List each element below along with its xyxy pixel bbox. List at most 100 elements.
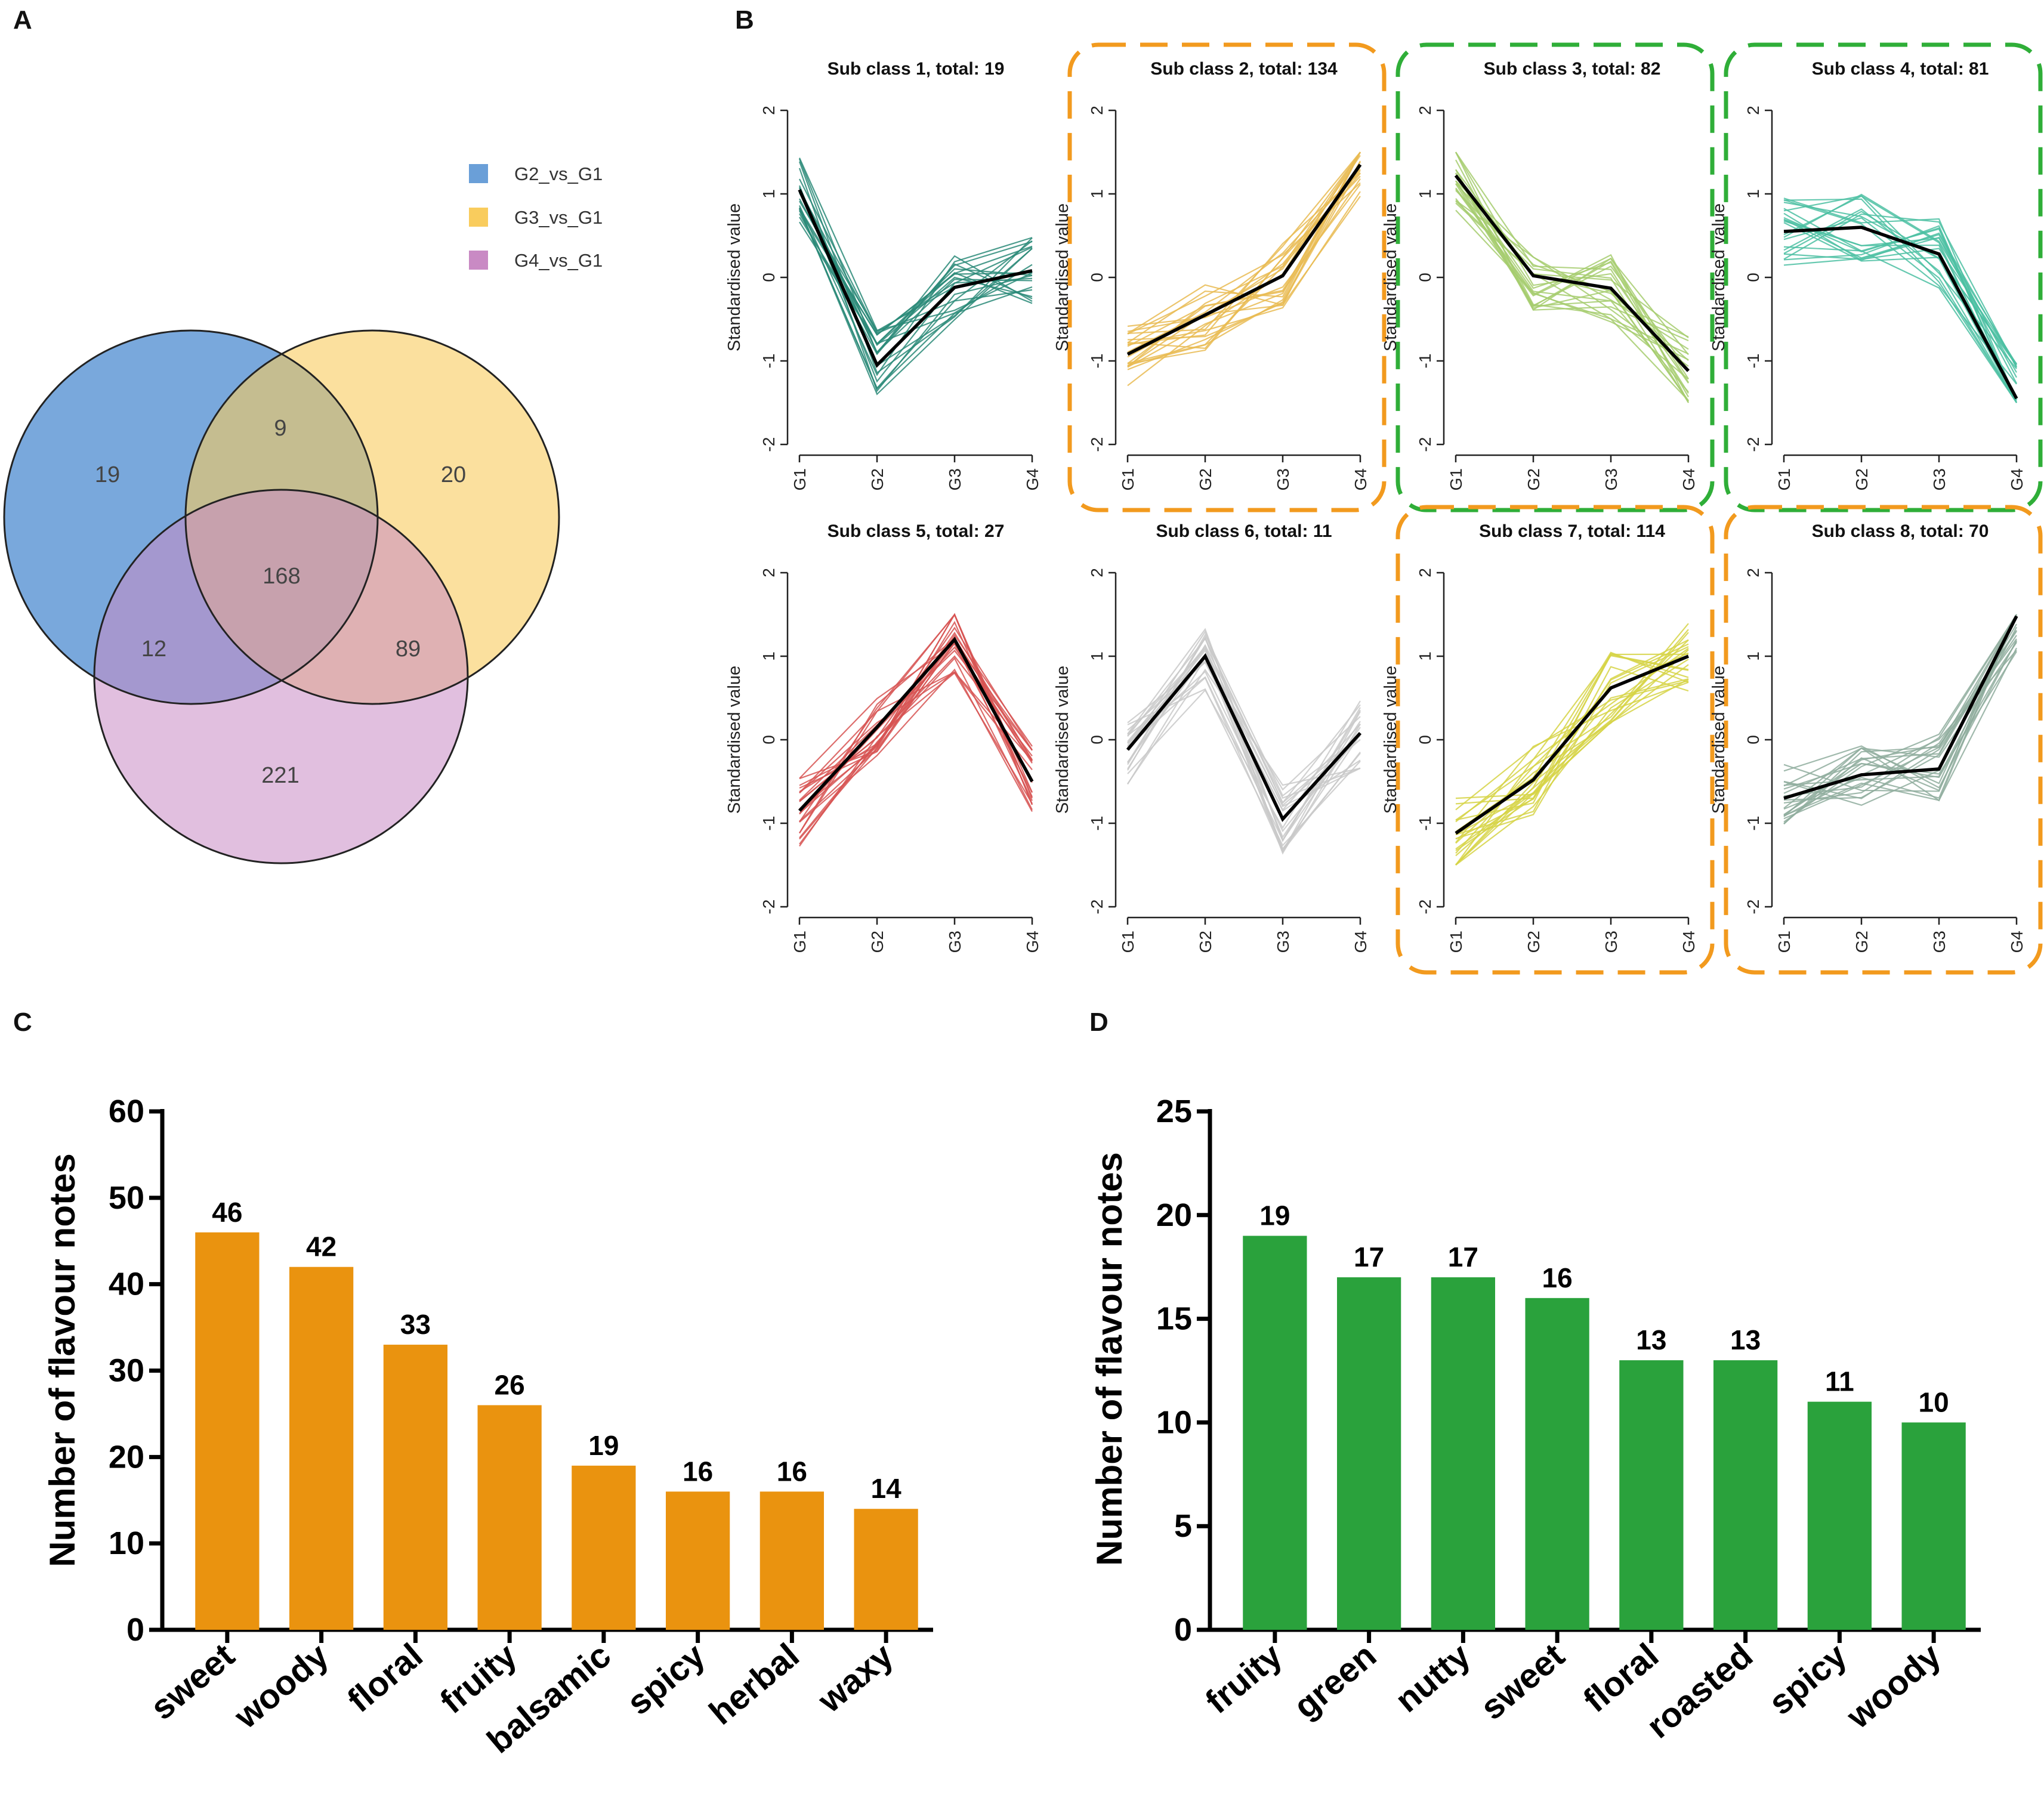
member-line bbox=[1783, 642, 2017, 787]
y-tick-label: -2 bbox=[1744, 900, 1762, 915]
x-tick-label: G1 bbox=[1119, 468, 1137, 490]
member-line bbox=[1783, 614, 2018, 809]
subplot-6: Sub class 6, total: 11 2 1 0 -1 -2 G1 G2 G3 G4 Sta… bbox=[1053, 521, 1370, 953]
member-line bbox=[1455, 172, 1689, 402]
x-tick-label: sweet bbox=[143, 1636, 242, 1727]
member-line bbox=[799, 672, 1033, 847]
member-line bbox=[1455, 678, 1689, 850]
x-tick-label: G4 bbox=[1679, 931, 1698, 953]
member-line bbox=[799, 637, 1033, 834]
x-tick-label: herbal bbox=[702, 1636, 807, 1732]
mean-line bbox=[798, 189, 1033, 368]
venn-outline-g4 bbox=[93, 489, 469, 864]
legend-label-g3-vs-g1: G3_vs_G1 bbox=[514, 207, 603, 228]
y-tick-label: 20 bbox=[1156, 1197, 1192, 1233]
x-tick-label: roasted bbox=[1639, 1636, 1760, 1746]
member-line bbox=[1783, 647, 2017, 817]
y-tick-label: -2 bbox=[1088, 900, 1106, 915]
subplot-1: Sub class 1, total: 19 2 1 0 -1 -2 G1 G2 G3 G4 Sta… bbox=[725, 59, 1042, 490]
member-line bbox=[1783, 202, 2017, 403]
y-tick-label: -2 bbox=[1744, 437, 1762, 452]
data-label: 26 bbox=[495, 1369, 525, 1400]
y-tick-label: -1 bbox=[1416, 354, 1434, 369]
data-label: 19 bbox=[588, 1430, 619, 1461]
y-tick-label: -1 bbox=[1088, 816, 1106, 831]
highlight-box bbox=[1067, 42, 1387, 512]
member-line bbox=[1455, 173, 1689, 371]
y-tick-label: 0 bbox=[1416, 273, 1434, 282]
venn-region-g2-only: 19 bbox=[95, 462, 120, 487]
y-tick-label: -1 bbox=[1744, 816, 1762, 831]
bar-chart-c: Number of flavour notes 0 10 20 30 40 50 60 46 s… bbox=[42, 1094, 933, 1761]
y-tick-label: 1 bbox=[1744, 189, 1762, 199]
member-line bbox=[1455, 680, 1689, 811]
member-line bbox=[1783, 614, 2017, 794]
data-label: 13 bbox=[1636, 1324, 1666, 1355]
x-tick-label: nutty bbox=[1388, 1636, 1477, 1720]
subplot-2: Sub class 2, total: 134 2 1 0 -1 -2 G1 G2 G3 G4 St… bbox=[1053, 42, 1387, 512]
member-line bbox=[799, 655, 1033, 802]
y-tick-label: 40 bbox=[109, 1267, 144, 1302]
member-line bbox=[1455, 180, 1689, 383]
member-line bbox=[1455, 629, 1689, 866]
data-label: 17 bbox=[1448, 1241, 1478, 1272]
y-tick-label: -1 bbox=[1744, 354, 1762, 369]
member-line bbox=[1455, 632, 1689, 857]
y-axis-title: Standardised value bbox=[1053, 203, 1072, 351]
data-label: 10 bbox=[1919, 1386, 1949, 1417]
venn-diagram: G2_vs_G1 G3_vs_G1 G4_vs_G1 19 9 20 168 1… bbox=[3, 163, 603, 864]
x-tick-label: G2 bbox=[868, 468, 887, 490]
x-tick-label: G4 bbox=[1023, 931, 1042, 953]
mean-line bbox=[1455, 654, 1690, 835]
subplot-title: Sub class 2, total: 134 bbox=[1150, 59, 1338, 79]
highlight-box bbox=[1724, 42, 2043, 512]
y-tick-label: 0 bbox=[759, 735, 778, 745]
member-line bbox=[1783, 222, 2017, 366]
bar-roasted bbox=[1713, 1360, 1778, 1630]
data-label: 46 bbox=[212, 1197, 242, 1228]
bar-floral bbox=[383, 1345, 448, 1630]
x-tick-label: woody bbox=[227, 1636, 336, 1736]
y-tick-label: 5 bbox=[1174, 1508, 1192, 1544]
x-tick-label: G2 bbox=[1524, 468, 1543, 490]
y-tick-label: 0 bbox=[759, 273, 778, 282]
panel-label-a: A bbox=[13, 5, 32, 35]
mean-line bbox=[1454, 174, 1690, 372]
highlight-box bbox=[1395, 505, 1715, 975]
legend-label-g2-vs-g1: G2_vs_G1 bbox=[514, 163, 603, 184]
bar-spicy bbox=[665, 1491, 730, 1630]
y-axis-title: Standardised value bbox=[1381, 203, 1400, 351]
member-line bbox=[799, 189, 1033, 335]
member-line bbox=[1783, 218, 2017, 378]
x-tick-label: spicy bbox=[1761, 1636, 1854, 1722]
member-line bbox=[1127, 170, 1361, 332]
member-line bbox=[1127, 677, 1361, 854]
member-line bbox=[1455, 639, 1689, 840]
member-line bbox=[799, 634, 1033, 780]
subplot-title: Sub class 6, total: 11 bbox=[1156, 521, 1332, 541]
member-line bbox=[798, 207, 1033, 396]
y-axis-title: Standardised value bbox=[1709, 666, 1728, 814]
y-axis-title: Standardised value bbox=[1053, 666, 1072, 814]
panel-label-c: C bbox=[13, 1008, 32, 1037]
y-tick-label: 2 bbox=[1088, 106, 1106, 115]
y-axis-title-d: Number of flavour notes bbox=[1089, 1152, 1129, 1565]
y-tick-label: 1 bbox=[1088, 651, 1106, 661]
y-tick-label: 1 bbox=[759, 651, 778, 661]
highlight-box bbox=[1395, 42, 1715, 512]
venn-region-g4-only: 221 bbox=[261, 763, 299, 788]
y-tick-label: 0 bbox=[1744, 735, 1762, 745]
data-label: 13 bbox=[1730, 1324, 1761, 1355]
y-tick-label: 2 bbox=[759, 106, 778, 115]
legend-label-g4-vs-g1: G4_vs_G1 bbox=[514, 250, 603, 271]
x-tick-label: G1 bbox=[1775, 931, 1793, 953]
x-tick-label: G4 bbox=[1351, 468, 1370, 490]
member-line bbox=[1127, 172, 1361, 345]
y-tick-label: 2 bbox=[1744, 568, 1762, 577]
bar-floral bbox=[1619, 1360, 1684, 1630]
bar-green bbox=[1336, 1277, 1401, 1630]
legend-swatch-g4-vs-g1 bbox=[469, 251, 488, 270]
x-tick-label: G2 bbox=[1524, 931, 1543, 953]
y-tick-label: 0 bbox=[1744, 273, 1762, 282]
